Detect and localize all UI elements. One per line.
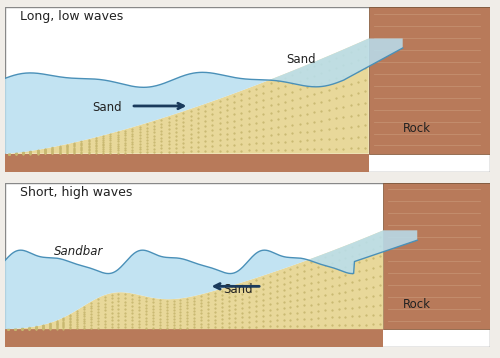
Text: Sand: Sand [92,101,122,114]
Polygon shape [5,329,384,347]
Polygon shape [5,154,369,172]
Polygon shape [384,183,490,329]
Text: Rock: Rock [402,122,430,135]
Polygon shape [369,7,490,154]
Text: Sand: Sand [286,53,316,66]
Text: Sandbar: Sandbar [54,245,103,258]
FancyBboxPatch shape [5,7,490,172]
Text: Rock: Rock [402,298,430,311]
Polygon shape [5,230,384,329]
Text: Short, high waves: Short, high waves [20,186,132,199]
Text: Long, low waves: Long, low waves [20,10,123,23]
Text: Sand: Sand [223,283,253,296]
Polygon shape [5,38,369,154]
FancyBboxPatch shape [5,183,490,347]
Polygon shape [5,38,402,154]
Polygon shape [5,230,417,329]
